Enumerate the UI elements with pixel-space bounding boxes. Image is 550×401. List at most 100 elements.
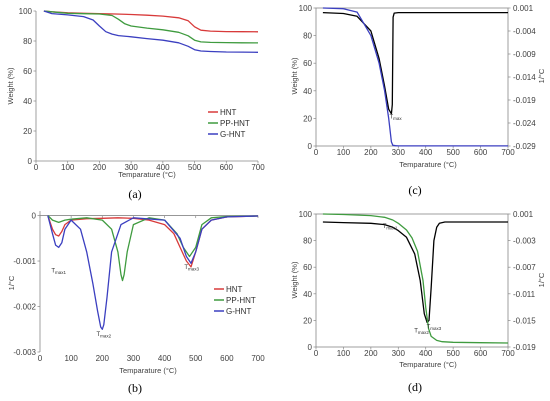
chart-a-xtick-label: 600	[220, 163, 234, 172]
chart-b-xtick-label: 400	[158, 354, 172, 363]
chart-b-series-g-hnt-line	[47, 215, 259, 330]
chart-d-y2label: 1/°C	[537, 272, 546, 287]
chart-d-xtick-label: 0	[314, 349, 319, 358]
chart-b-xtick-label: 0	[38, 354, 43, 363]
chart-b-legend-label: PP-HNT	[226, 296, 256, 305]
chart-d-ytick-label: 40	[303, 290, 312, 299]
chart-b-xtick-label: 700	[251, 354, 265, 363]
chart-d-xlabel: Temparature (°C)	[399, 360, 457, 369]
chart-a-series-g-hnt-line	[43, 10, 259, 53]
chart-b-xtick-label: 600	[220, 354, 234, 363]
chart-c-y2tick-label: -0.009	[513, 50, 536, 59]
chart-b-ytick-label: 0	[32, 212, 37, 221]
chart-a-series-pp-hnt-line	[43, 10, 259, 44]
chart-b-xtick-label: 500	[189, 354, 203, 363]
chart-d-y2tick-label: -0.015	[513, 316, 536, 325]
chart-b-xlabel: Temparature (°C)	[119, 366, 177, 375]
chart-c-series-blue-line	[322, 7, 508, 147]
chart-d-ytick-label: 60	[303, 263, 312, 272]
chart-b-ylabel: 1/°C	[7, 275, 16, 290]
chart-b-series-hnt-line	[47, 215, 259, 268]
chart-panel-b: 1/°C Temparature (°C) (b)	[7, 275, 177, 395]
chart-c-y2tick-label: 0.001	[513, 4, 534, 13]
chart-c-xtick-label: 400	[419, 148, 433, 157]
chart-d-panel-label: (d)	[408, 380, 422, 394]
chart-a-ytick-label: 60	[23, 67, 32, 76]
chart-d-series-green-line	[322, 213, 509, 344]
chart-a-xlabel: Temparature (°C)	[118, 170, 176, 179]
chart-a-ytick-label: 100	[19, 7, 33, 16]
chart-c-xtick-label: 600	[474, 148, 488, 157]
chart-d-ytick-label: 20	[303, 316, 312, 325]
chart-b-xtick-label: 100	[64, 354, 78, 363]
chart-d-y2tick-label: -0.007	[513, 263, 536, 272]
chart-a-xtick-label: 500	[188, 163, 202, 172]
chart-a-legend-label: HNT	[220, 108, 237, 117]
chart-c-y2tick-label: -0.019	[513, 96, 536, 105]
chart-d-annotation: Tmax2	[414, 328, 429, 335]
chart-c-ytick-label: 80	[303, 32, 312, 41]
chart-a-xtick-label: 400	[156, 163, 170, 172]
chart-d-xtick-label: 500	[446, 349, 460, 358]
chart-c-xtick-label: 100	[337, 148, 351, 157]
chart-c-ytick-label: 20	[303, 114, 312, 123]
chart-c-panel-label: (c)	[408, 183, 421, 197]
chart-a-xtick-label: 300	[124, 163, 138, 172]
chart-b-xtick-label: 300	[127, 354, 141, 363]
chart-b-panel-label: (b)	[128, 381, 142, 395]
chart-d-ytick-label: 100	[299, 210, 313, 219]
chart-b-ytick-label: -0.001	[13, 257, 36, 266]
chart-d-xtick-label: 400	[419, 349, 433, 358]
chart-b-plot: 0 100 200 300 400 500 600 700 0 -0.001 -0.002 -0.00…	[13, 211, 265, 363]
chart-c-frame	[315, 7, 509, 147]
chart-b-legend-label: HNT	[226, 285, 243, 294]
chart-c-y2label: 1/°C	[537, 68, 546, 83]
chart-d-xtick-label: 100	[337, 349, 351, 358]
chart-panel-c: Weight (%) 1/°C Temparature (°C) (c)	[290, 57, 546, 197]
chart-b-annotation: Tmax3	[184, 265, 199, 272]
chart-b-legend-label: G-HNT	[226, 307, 251, 316]
chart-a-xtick-label: 700	[251, 163, 265, 172]
chart-c-y2tick-label: -0.004	[513, 27, 536, 36]
chart-d-y2tick-label: 0.001	[513, 210, 534, 219]
chart-c-series-black-line	[322, 11, 508, 115]
chart-c-ytick-label: 100	[299, 4, 313, 13]
chart-c-y2tick-label: -0.024	[513, 119, 536, 128]
chart-c-annotation: Tmax	[389, 114, 402, 121]
chart-d-series-black-line	[322, 221, 508, 324]
chart-d-y2tick-label: -0.003	[513, 237, 536, 246]
chart-a-panel-label: (a)	[128, 187, 141, 201]
chart-b-xtick-label: 200	[96, 354, 110, 363]
chart-a-ytick-label: 20	[23, 127, 32, 136]
chart-a-ytick-label: 80	[23, 37, 32, 46]
chart-a-xtick-label: 200	[93, 163, 107, 172]
chart-c-y2tick-label: -0.014	[513, 73, 536, 82]
chart-d-annotation: Tmax3	[427, 324, 442, 331]
chart-c-xtick-label: 300	[392, 148, 406, 157]
chart-a-legend-label: G-HNT	[220, 130, 245, 139]
chart-a-plot: 0 100 200 300 400 500 600 700 0 20 40 60 80 100 HNT PP-…	[19, 7, 266, 172]
chart-a-ytick-label: 0	[28, 157, 33, 166]
chart-d-xtick-label: 300	[392, 349, 406, 358]
chart-b-ytick-label: -0.003	[13, 348, 36, 357]
chart-c-y2tick-label: -0.029	[513, 142, 536, 151]
chart-a-ytick-label: 40	[23, 97, 32, 106]
chart-c-xtick-label: 500	[446, 148, 460, 157]
chart-d-frame	[315, 213, 509, 348]
chart-d-xtick-label: 700	[501, 349, 515, 358]
chart-panel-d: Weight (%) 1/°C Temparature (°C) (d)	[290, 261, 546, 394]
chart-d-xtick-label: 200	[364, 349, 378, 358]
chart-panel-a: Weight (%) Temparature (°C) (a)	[6, 67, 176, 201]
chart-a-legend-label: PP-HNT	[220, 119, 250, 128]
chart-b-ytick-label: -0.002	[13, 303, 36, 312]
chart-b-annotation: Tmax2	[96, 332, 111, 339]
chart-d-xtick-label: 600	[474, 349, 488, 358]
chart-c-ylabel: Weight (%)	[290, 57, 299, 94]
chart-c-xlabel: Temparature (°C)	[399, 160, 457, 169]
chart-a-ylabel: Weight (%)	[6, 67, 15, 104]
chart-c-xtick-label: 700	[501, 148, 515, 157]
chart-a-xtick-label: 0	[34, 163, 39, 172]
chart-d-y2tick-label: -0.019	[513, 343, 536, 352]
chart-c-xtick-label: 200	[364, 148, 378, 157]
chart-d-ytick-label: 80	[303, 237, 312, 246]
